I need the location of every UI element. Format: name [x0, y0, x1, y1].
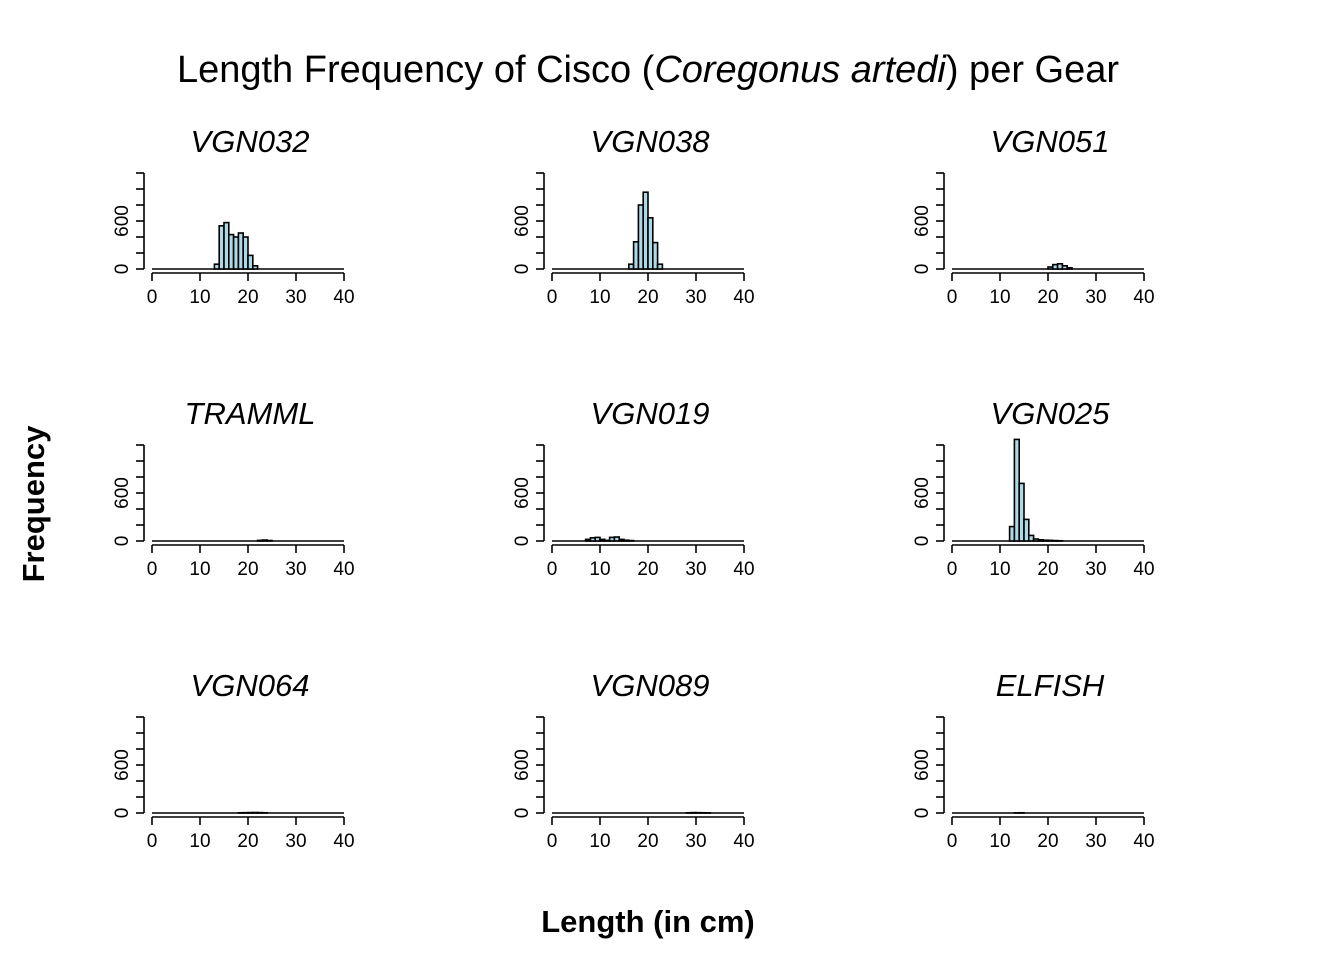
- x-tick-label: 20: [1037, 559, 1058, 580]
- y-tick-label: 0: [912, 264, 933, 275]
- x-axis-title: Length (in cm): [541, 904, 755, 939]
- x-tick-label: 20: [237, 287, 258, 308]
- y-tick-label: 600: [112, 749, 133, 781]
- y-tick-label: 0: [912, 536, 933, 547]
- x-tick-label: 40: [733, 831, 754, 852]
- x-tick-label: 40: [733, 559, 754, 580]
- panel-title: VGN064: [191, 668, 310, 703]
- panel-title: VGN025: [991, 396, 1111, 431]
- figure-title: Length Frequency of Cisco (Coregonus art…: [177, 49, 1119, 91]
- y-axis-title: Frequency: [16, 425, 51, 583]
- panel-vgn019: VGN019 0 10 20 30 40 0 600: [512, 396, 755, 580]
- x-tick-label: 40: [333, 559, 354, 580]
- panel-vgn038: VGN038 0 10 20 30 40 0 600: [512, 124, 755, 308]
- x-tick-label: 20: [637, 287, 658, 308]
- x-tick-label: 10: [189, 559, 210, 580]
- panel-title: VGN089: [591, 668, 710, 703]
- x-tick-label: 40: [1133, 559, 1154, 580]
- x-tick-label: 0: [947, 559, 958, 580]
- y-tick-label: 600: [512, 477, 533, 509]
- histogram-bar: [247, 254, 254, 270]
- y-tick-label: 600: [112, 205, 133, 237]
- y-tick-label: 600: [912, 477, 933, 509]
- x-tick-label: 20: [237, 831, 258, 852]
- x-tick-label: 0: [547, 287, 558, 308]
- x-tick-label: 0: [947, 831, 958, 852]
- x-tick-label: 0: [547, 831, 558, 852]
- y-tick-label: 600: [512, 205, 533, 237]
- panel-title: VGN032: [191, 124, 310, 159]
- x-tick-label: 40: [733, 287, 754, 308]
- x-tick-label: 40: [1133, 287, 1154, 308]
- figure-title-species: Coregonus artedi: [654, 49, 947, 91]
- panel-vgn025: VGN025 0 10 20 30 40 0 600: [912, 396, 1155, 580]
- histogram-bar: [1066, 266, 1073, 270]
- x-tick-label: 0: [147, 831, 158, 852]
- x-tick-label: 0: [147, 559, 158, 580]
- y-tick-label: 0: [512, 536, 533, 547]
- panel-title: VGN038: [591, 124, 711, 159]
- histogram-bar: [651, 241, 659, 270]
- panel-tramml: TRAMML 0 10 20 30 40 0 600: [112, 396, 355, 580]
- y-tick-label: 600: [512, 749, 533, 781]
- panel-vgn064: VGN064 0 10 20 30 40 0 600: [112, 668, 355, 852]
- panel-title: ELFISH: [996, 668, 1105, 703]
- y-tick-label: 0: [512, 264, 533, 275]
- panel-vgn032: VGN032 0 10 20 30 40 0 600: [112, 124, 355, 308]
- x-tick-label: 10: [189, 287, 210, 308]
- x-tick-label: 10: [989, 831, 1010, 852]
- histogram-bar: [252, 264, 259, 270]
- x-tick-label: 20: [1037, 287, 1058, 308]
- y-tick-label: 0: [112, 264, 133, 275]
- y-tick-label: 600: [112, 477, 133, 509]
- y-tick-label: 0: [912, 808, 933, 819]
- x-tick-label: 30: [1085, 559, 1106, 580]
- x-tick-label: 30: [685, 831, 706, 852]
- x-tick-label: 30: [285, 559, 306, 580]
- histogram-bar: [656, 263, 664, 270]
- x-tick-label: 30: [685, 287, 706, 308]
- figure-title-suffix: ) per Gear: [946, 49, 1120, 91]
- panel-title: VGN051: [991, 124, 1110, 159]
- panel-title: VGN019: [591, 396, 710, 431]
- panel-title: TRAMML: [185, 396, 316, 431]
- x-tick-label: 20: [1037, 831, 1058, 852]
- x-tick-label: 10: [989, 287, 1010, 308]
- y-tick-label: 600: [912, 749, 933, 781]
- y-tick-label: 0: [512, 808, 533, 819]
- x-tick-label: 30: [1085, 287, 1106, 308]
- x-tick-label: 0: [547, 559, 558, 580]
- y-tick-label: 0: [112, 808, 133, 819]
- x-tick-label: 10: [189, 831, 210, 852]
- x-tick-label: 20: [237, 559, 258, 580]
- panel-vgn051: VGN051 0 10 20 30 40 0 600: [912, 124, 1155, 308]
- x-tick-label: 30: [1085, 831, 1106, 852]
- x-tick-label: 20: [637, 559, 658, 580]
- panel-vgn089: VGN089 0 10 20 30 40 0 600: [512, 668, 755, 852]
- panel-elfish: ELFISH 0 10 20 30 40 0 600: [912, 668, 1155, 852]
- x-tick-label: 0: [947, 287, 958, 308]
- figure-title-prefix: Length Frequency of Cisco (: [177, 49, 655, 91]
- x-tick-label: 10: [589, 831, 610, 852]
- x-tick-label: 30: [285, 287, 306, 308]
- histogram-bar: [1023, 518, 1030, 542]
- x-tick-label: 20: [637, 831, 658, 852]
- x-tick-label: 0: [147, 287, 158, 308]
- x-tick-label: 30: [685, 559, 706, 580]
- histogram-bar: [1018, 482, 1025, 542]
- x-tick-label: 10: [989, 559, 1010, 580]
- x-tick-label: 10: [589, 287, 610, 308]
- histogram-bar: [242, 236, 249, 270]
- x-tick-label: 10: [589, 559, 610, 580]
- y-tick-label: 0: [112, 536, 133, 547]
- x-tick-label: 40: [333, 287, 354, 308]
- x-tick-label: 40: [333, 831, 354, 852]
- x-tick-label: 40: [1133, 831, 1154, 852]
- y-tick-label: 600: [912, 205, 933, 237]
- x-tick-label: 30: [285, 831, 306, 852]
